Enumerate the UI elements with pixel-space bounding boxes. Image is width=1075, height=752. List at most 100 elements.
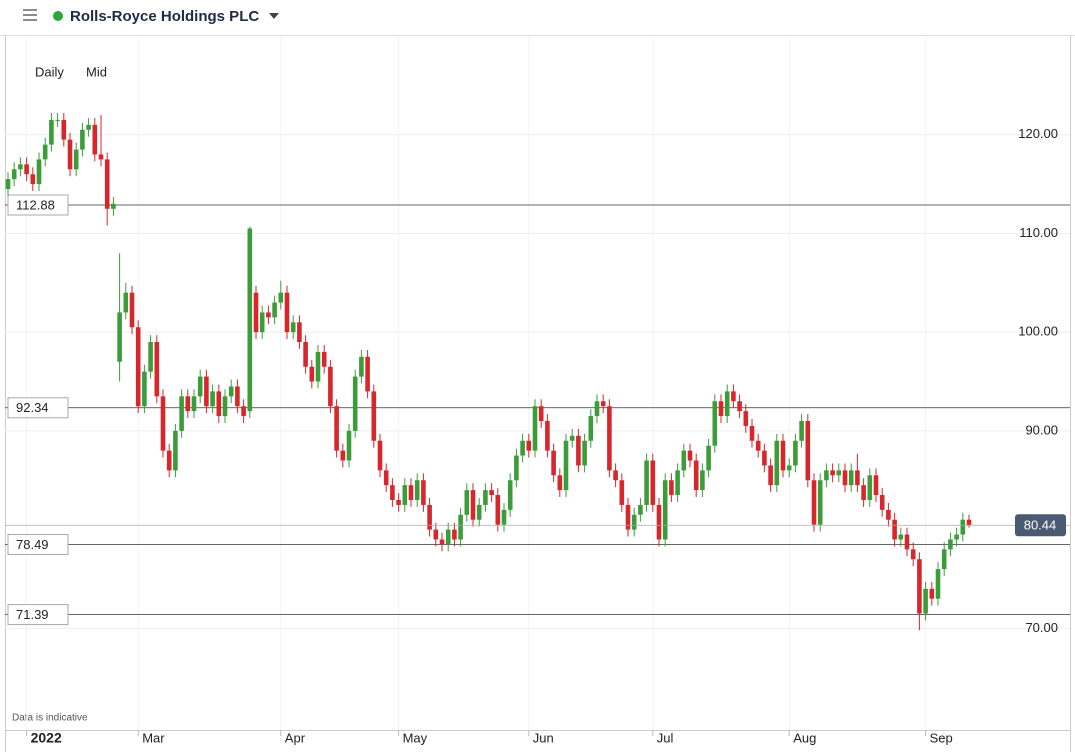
candle-body (439, 539, 445, 545)
candle-body (458, 514, 463, 540)
candle-body (185, 396, 191, 412)
candle-body (824, 470, 829, 481)
candle-body (11, 169, 17, 180)
dropdown-arrow[interactable] (269, 13, 279, 19)
candle-body (346, 430, 352, 461)
candle-body (650, 460, 656, 505)
candle-body (551, 450, 556, 476)
level-label-box (7, 534, 69, 556)
candle-body (5, 179, 11, 190)
candle-body (166, 450, 172, 471)
candle-body (892, 519, 897, 540)
candle-body (662, 480, 668, 540)
level-label-box (7, 604, 69, 626)
candle-body (836, 470, 842, 476)
candle-body (514, 455, 519, 481)
candle-body (929, 588, 935, 599)
candle-body (904, 534, 910, 550)
candle-body (284, 292, 290, 333)
candle-body (582, 440, 587, 466)
candle-body (886, 509, 891, 520)
menu-icon[interactable] (23, 9, 37, 21)
level-label-box (7, 194, 69, 216)
candle-body (309, 366, 315, 382)
candle-body (923, 588, 928, 614)
candle-body (873, 475, 879, 496)
candle-body (681, 450, 687, 471)
last-price-label: 80.44 (1024, 518, 1057, 533)
candle-body (340, 450, 346, 461)
x-tick-label: Sep (930, 730, 953, 745)
interval-label[interactable]: Daily (35, 64, 64, 79)
candle-body (204, 376, 209, 407)
candle-body (793, 440, 798, 466)
candle-body (619, 480, 625, 505)
candle-body (805, 421, 811, 481)
candle-body (73, 149, 79, 170)
x-tick-label: Jul (657, 730, 674, 745)
candle-body (235, 386, 240, 407)
y-tick-label: 110.00 (1019, 225, 1058, 240)
candle-body (917, 559, 922, 614)
candle-body (774, 440, 780, 486)
candle-body (780, 440, 786, 471)
candle-body (644, 460, 649, 505)
price-type-label[interactable]: Mid (86, 64, 107, 79)
candle-body (49, 119, 54, 145)
candle-body (563, 440, 569, 491)
candle-body (42, 144, 48, 160)
candle-body (495, 495, 501, 525)
candle-body (67, 139, 73, 170)
candle-body (855, 470, 860, 486)
candle-body (501, 509, 507, 525)
candle-body (123, 292, 129, 313)
y-tick-label: 70.00 (1025, 620, 1058, 635)
candle-body (935, 569, 941, 599)
candle-body (532, 406, 538, 451)
candle-body (588, 416, 594, 441)
candle-body (520, 440, 525, 456)
candle-body (842, 470, 848, 486)
candle-body (799, 421, 804, 441)
candle-body (594, 401, 600, 417)
candle-body (557, 475, 563, 491)
candle-body (507, 480, 513, 510)
candle-body (638, 504, 643, 515)
candle-body (898, 534, 904, 540)
candle-body (631, 514, 637, 530)
candle-body (266, 312, 271, 318)
candle-body (464, 490, 470, 515)
candle-body (142, 371, 147, 407)
candle-body (228, 386, 234, 397)
candle-body (600, 401, 606, 407)
candle-body (30, 174, 36, 185)
x-tick-label: Jun (533, 730, 554, 745)
level-label: 71.39 (16, 607, 49, 622)
x-tick-label: 2022 (31, 730, 62, 746)
candle-body (173, 430, 178, 471)
candle-body (104, 159, 110, 209)
candle-body (55, 119, 60, 121)
instrument-title[interactable]: Rolls-Royce Holdings PLC (70, 8, 259, 25)
x-tick-label: Aug (793, 730, 816, 745)
candle-body (259, 312, 265, 333)
candle-body (538, 406, 544, 422)
y-tick-label: 90.00 (1025, 422, 1058, 437)
candle-body (656, 504, 662, 540)
candle-body (762, 450, 767, 466)
candle-body (706, 445, 711, 471)
candle-body (445, 529, 451, 545)
status-dot (53, 11, 63, 21)
candle-body (954, 534, 959, 540)
candle-body (966, 519, 972, 526)
candle-body (607, 406, 612, 471)
header-bar (0, 0, 1075, 35)
candle-body (86, 124, 91, 130)
level-label: 78.49 (16, 537, 49, 552)
candle-body (489, 490, 494, 496)
candle-body (117, 312, 122, 362)
candle-body (272, 302, 277, 318)
candle-body (24, 164, 29, 175)
candle-body (253, 292, 259, 333)
candle-body (377, 440, 383, 471)
